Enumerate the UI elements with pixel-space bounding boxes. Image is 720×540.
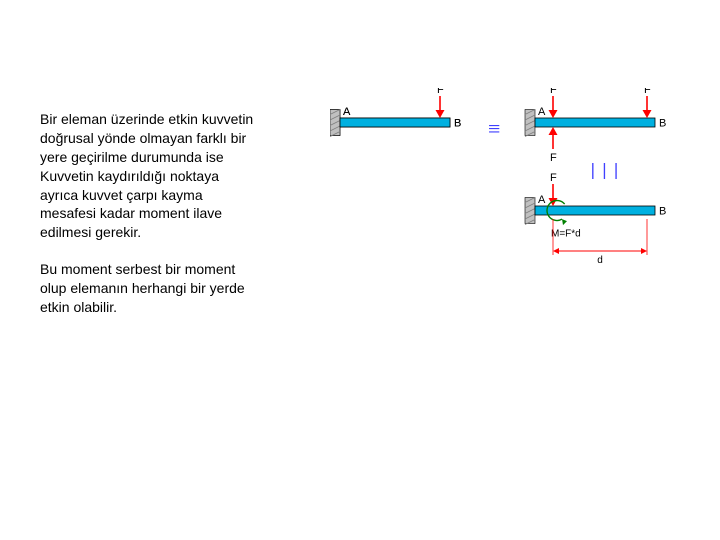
equivalence-symbol-horizontal: ≡	[488, 116, 500, 142]
svg-text:F: F	[550, 172, 557, 184]
force-moment-diagram: ABABFABFFFABFM=F*dd	[330, 88, 700, 288]
svg-text:F: F	[550, 88, 557, 96]
svg-text:B: B	[659, 206, 666, 218]
svg-text:M=F*d: M=F*d	[551, 229, 581, 240]
paragraph-1: Bir eleman üzerinde etkin kuvvetin doğru…	[40, 110, 260, 242]
svg-text:B: B	[454, 118, 461, 130]
svg-text:F: F	[644, 88, 651, 96]
svg-text:B: B	[659, 118, 666, 130]
diagram-area: ABABFABFFFABFM=F*dd	[330, 88, 700, 288]
svg-text:A: A	[538, 194, 546, 206]
svg-text:d: d	[597, 255, 603, 266]
explanatory-text: Bir eleman üzerinde etkin kuvvetin doğru…	[40, 110, 260, 335]
svg-text:F: F	[550, 152, 557, 164]
svg-text:A: A	[343, 106, 351, 118]
svg-text:F: F	[437, 88, 444, 96]
equivalence-symbol-vertical: |||	[588, 160, 623, 179]
svg-text:A: A	[538, 106, 546, 118]
paragraph-2: Bu moment serbest bir moment olup eleman…	[40, 260, 260, 317]
